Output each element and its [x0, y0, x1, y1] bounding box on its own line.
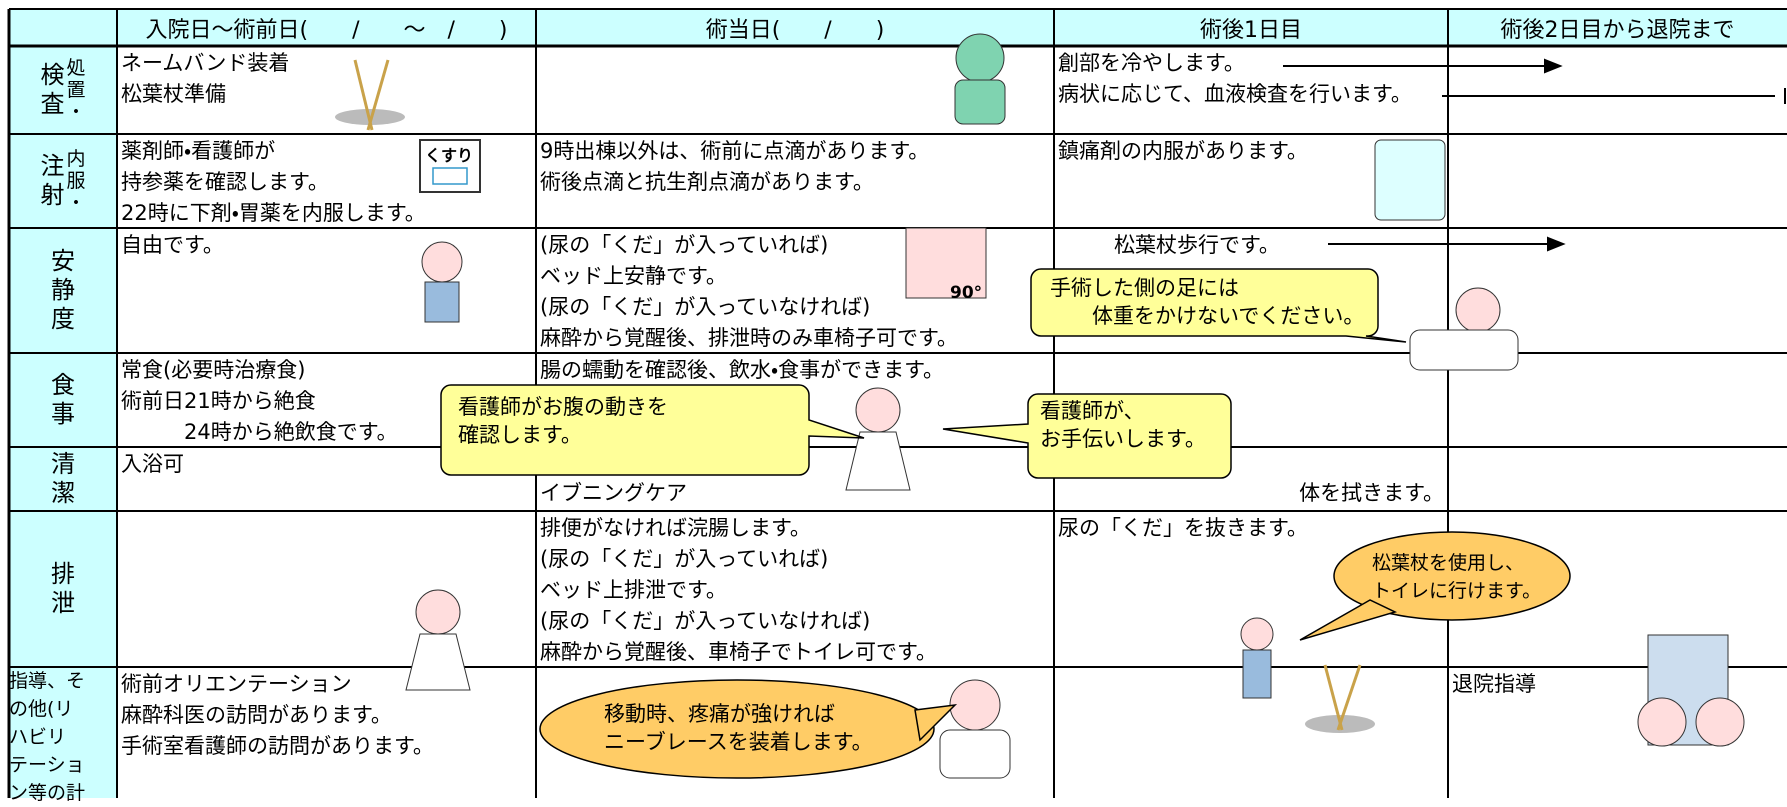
callout-text: 松葉杖を使用し、 トイレに行けます。	[1372, 552, 1542, 602]
cell-text: (尿の「くだ」が入っていなければ)	[540, 609, 871, 633]
cell-text: 持参薬を確認します。	[121, 170, 329, 194]
row-label: 排泄	[9, 511, 117, 667]
cell-text: 排便がなければ浣腸します。	[540, 516, 811, 540]
row-label-text: 清潔	[51, 450, 75, 507]
cell-text: (尿の「くだ」が入っていれば)	[540, 233, 829, 257]
row-label: 検査処置・	[9, 46, 117, 134]
row-label-text: 注射	[40, 152, 65, 209]
cell: 排便がなければ浣腸します。 (尿の「くだ」が入っていれば) ベッド上排泄です。 (尿の…	[536, 511, 1054, 667]
cell: 入浴可	[117, 447, 536, 511]
cell-text: 創部を冷やします。	[1058, 51, 1245, 75]
cell-text: 病状に応じて、血液検査を行います。	[1058, 82, 1412, 106]
cell: 退院指導	[1448, 667, 1787, 798]
cell: 9時出棟以外は、術前に点滴があります。 術後点滴と抗生剤点滴があります。	[536, 134, 1054, 228]
cell: 腸の蠕動を確認後、飲水・食事ができます。	[536, 353, 1054, 447]
row-label-text: 排泄	[51, 560, 75, 617]
cell-text: (尿の「くだ」が入っていなければ)	[540, 295, 871, 319]
row-label: 食事	[9, 353, 117, 447]
cell-text: 鎮痛剤の内服があります。	[1058, 139, 1308, 163]
callout-text: 看護師が、 お手伝いします。	[1040, 399, 1206, 451]
row-label-text: 検査	[40, 61, 65, 118]
cell-text: 松葉杖歩行です。	[1114, 233, 1280, 257]
cell-text: 薬剤師・看護師が	[121, 139, 276, 163]
cell: 鎮痛剤の内服があります。	[1054, 134, 1448, 228]
cell-text: 松葉杖準備	[121, 82, 226, 106]
row-label-text: テーショ	[9, 754, 85, 776]
header-background	[9, 9, 1787, 46]
cell-text: 自由です。	[121, 233, 224, 257]
row-label-text: 指導、そ	[9, 670, 86, 692]
illustration-label: 90°	[950, 283, 983, 303]
cell-text: (尿の「くだ」が入っていれば)	[540, 547, 829, 571]
cell-text: ベッド上安静です。	[540, 264, 727, 288]
cell-text: 麻酔から覚醒後、排泄時のみ車椅子可です。	[540, 326, 958, 350]
callout-text: 看護師がお腹の動きを 確認します。	[458, 395, 668, 447]
cell-text: 24時から絶飲食です。	[121, 420, 398, 444]
callout-text: 手術した側の足には 体重をかけないでください。	[1050, 276, 1365, 328]
cell: 常食(必要時治療食) 術前日21時から絶食 24時から絶飲食です。	[117, 353, 536, 447]
row-label-text: の他(リ	[9, 698, 74, 720]
cell-text: ベッド上排泄です。	[540, 578, 727, 602]
cell-text: 退院指導	[1452, 672, 1536, 696]
cell-text: 入浴可	[121, 452, 184, 476]
cell: 術前オリエンテーション麻酔科医の訪問があります。手術室看護師の訪問があります。	[117, 667, 536, 798]
cell-text: 手術室看護師の訪問があります。	[121, 734, 434, 758]
row-label-text: 食事	[51, 371, 75, 428]
cell-text: イブニングケア	[540, 481, 687, 505]
cell: 薬剤師・看護師が持参薬を確認します。 22時に下剤・胃薬を内服します。	[117, 134, 536, 228]
cell-text: 常食(必要時治療食)	[121, 358, 306, 382]
callout-text: 移動時、疼痛が強ければ ニーブレースを装着します。	[604, 702, 873, 754]
cell-text: 麻酔科医の訪問があります。	[121, 703, 392, 727]
row-label-text: 処置・	[66, 57, 86, 123]
row-label: 指導、そ の他(リ ハビリ テーショ ン等の計	[9, 667, 117, 804]
cell: (尿の「くだ」が入っていれば) ベッド上安静です。 (尿の「くだ」が入っていなければ…	[536, 228, 1054, 353]
cell-text: 22時に下剤・胃薬を内服します。	[121, 201, 426, 225]
row-label: 注射内服・	[9, 134, 117, 228]
cell: 自由です。	[117, 228, 536, 353]
cell: 創部を冷やします。病状に応じて、血液検査を行います。	[1054, 46, 1448, 134]
cell-text: 腸の蠕動を確認後、飲水・食事ができます。	[540, 358, 945, 382]
column-header: 術当日( / )	[705, 17, 885, 43]
row-label-text: 内服・	[66, 148, 86, 214]
cell-text: ネームバンド装着	[121, 51, 290, 75]
row-label-lines: 指導、そ の他(リ ハビリ テーショ ン等の計	[9, 667, 85, 807]
cell-text: 術前オリエンテーション	[121, 672, 352, 696]
cell-text: 尿の「くだ」を抜きます。	[1058, 516, 1308, 540]
row-label: 安静度	[9, 228, 117, 353]
cell: イブニングケア	[536, 447, 1054, 511]
column-header: 術後1日目	[1200, 17, 1302, 43]
cell: 松葉杖歩行です。	[1054, 228, 1448, 353]
column-header: 入院日～術前日( / ～ / )	[145, 17, 508, 43]
column-header: 術後2日目から退院まで	[1500, 17, 1735, 43]
cell: 尿の「くだ」を抜きます。	[1054, 511, 1448, 667]
label-background	[9, 46, 117, 798]
cell-text: 体を拭きます。	[1299, 481, 1444, 505]
row-label-text: 安静度	[51, 247, 75, 333]
callout-bubbles	[440, 268, 1571, 779]
arrows	[1283, 58, 1786, 252]
row-label-text: ハビリ	[9, 726, 67, 748]
cell: 体を拭きます。	[1054, 447, 1448, 511]
cell-text: 術後点滴と抗生剤点滴があります。	[540, 170, 874, 194]
illustrations	[335, 33, 1745, 779]
cell-text: 術前日21時から絶食	[121, 389, 316, 413]
row-label: 清潔	[9, 447, 117, 511]
illustration-label: くすり	[425, 146, 474, 165]
cell: ネームバンド装着 松葉杖準備	[117, 46, 536, 134]
cell-text: 麻酔から覚醒後、車椅子でトイレ可です。	[540, 640, 937, 664]
cell-text: 9時出棟以外は、術前に点滴があります。	[540, 139, 930, 163]
